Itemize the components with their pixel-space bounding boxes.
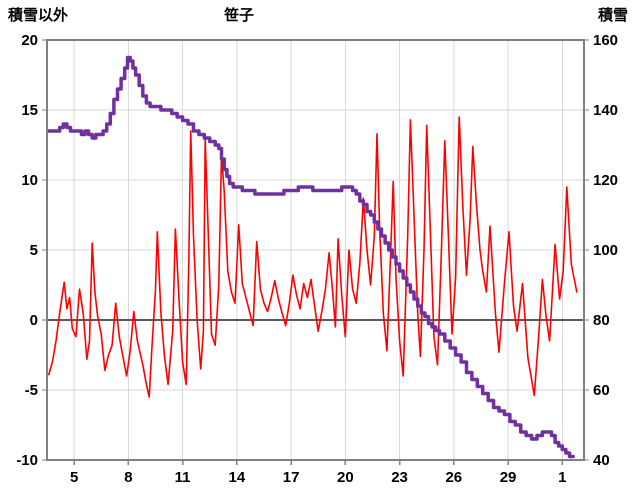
x-axis-tick-label: 20 [337,469,354,486]
y-right-tick-label: 40 [593,452,610,469]
purple-series-line [47,55,575,459]
left-axis-title: 積雪以外 [8,7,69,24]
x-axis-tick-label: 8 [124,469,132,486]
right-axis-title: 積雪 [597,7,628,24]
y-right-tick-label: 140 [593,102,618,119]
x-axis-tick-label: 17 [283,469,300,486]
chart-title: 笹子 [224,7,255,24]
x-axis-tick-label: 14 [229,469,246,486]
x-axis-tick-label: 26 [445,469,462,486]
x-axis-tick-label: 29 [500,469,517,486]
y-left-tick-label: -10 [16,452,38,469]
x-axis-tick-label: 1 [558,469,566,486]
y-right-tick-label: 160 [593,32,618,49]
y-right-tick-label: 120 [593,172,618,189]
y-left-tick-label: 5 [30,242,38,259]
y-right-tick-label: 100 [593,242,618,259]
y-left-tick-label: -5 [25,382,38,399]
x-axis-tick-label: 23 [391,469,408,486]
x-axis-tick-label: 11 [175,469,191,486]
y-left-tick-label: 15 [21,102,38,119]
y-right-tick-label: 80 [593,312,610,329]
x-axis-tick-label: 5 [70,469,78,486]
y-left-tick-label: 20 [21,32,38,49]
red-series-line [48,116,578,398]
y-right-tick-label: 60 [593,382,610,399]
y-left-tick-label: 0 [30,312,38,329]
y-left-tick-label: 10 [21,172,38,189]
